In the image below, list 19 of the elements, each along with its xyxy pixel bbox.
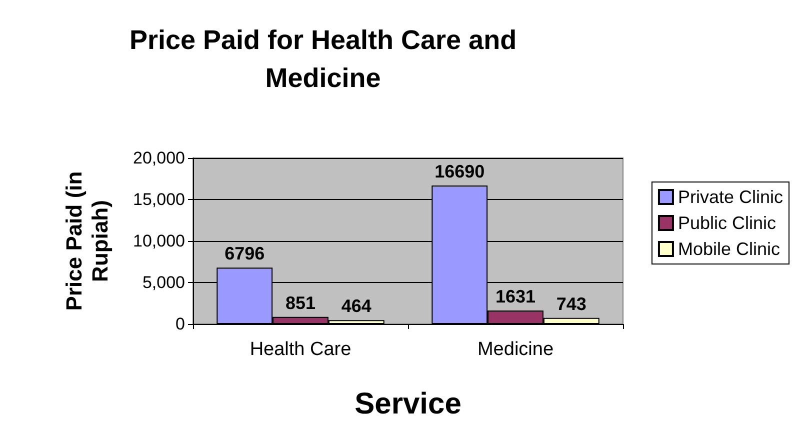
x-tick-label: Medicine [477,339,554,360]
legend-label: Public Clinic [678,213,776,233]
y-axis-title: Price Paid (in Rupiah) [62,171,112,311]
x-axis-title: Service [354,388,462,420]
chart-title: Price Paid for Health Care and Medicine [129,25,517,93]
legend-label: Private Clinic [678,187,783,207]
data-label: 16690 [434,161,485,182]
data-label: 851 [285,292,316,313]
data-label: 6796 [224,244,265,264]
y-tick-label: 10,000 [133,232,185,250]
y-tick-label: 20,000 [133,148,185,168]
y-tick-label: 5,000 [142,273,185,292]
data-label: 464 [341,296,372,316]
legend-label: Mobile Clinic [678,239,780,259]
x-tick-label: Health Care [250,339,352,360]
data-label: 1631 [495,286,536,306]
data-label: 743 [556,294,586,314]
y-tick-label: 0 [176,314,185,334]
y-tick-label: 15,000 [133,190,185,209]
